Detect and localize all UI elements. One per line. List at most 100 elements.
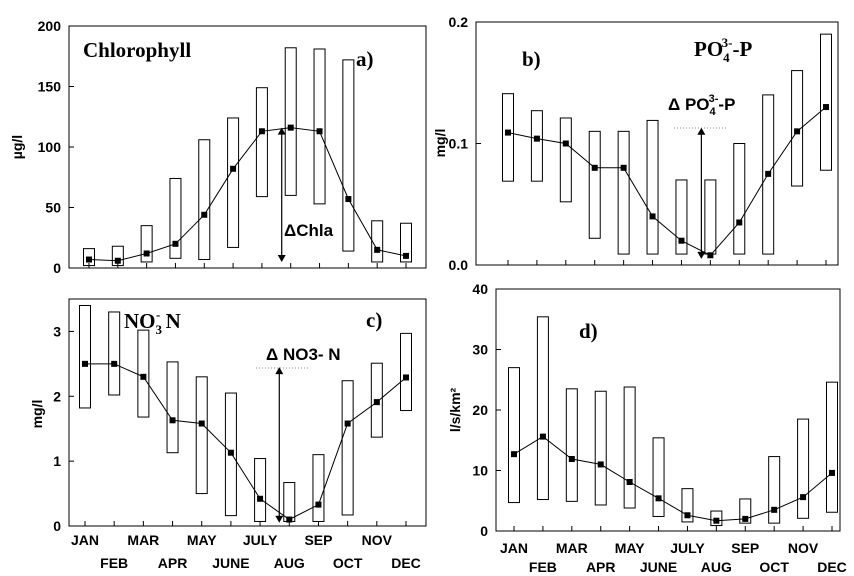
x-tick-label: OCT [334,0,364,3]
arrow-head-up [275,367,284,375]
panel-b-title-sup: 3- [722,35,733,50]
y-tick-label: 0 [53,260,61,276]
panel-c-title-sup: - [156,307,160,322]
x-tick-label: JUNE [212,555,249,571]
panel-b-delta-sub: 4 [710,106,717,118]
x-tick-label: JULY [243,532,278,548]
panel-b-delta-prefix: Δ PO [668,95,710,114]
mean-point [620,164,627,171]
panel-c-mean-points [82,360,409,523]
panel-b-y-ticks: 0.0 0.1 0.2 [449,14,481,273]
arrow-head-up [697,127,706,135]
y-tick-label: 200 [38,18,62,34]
range-bar [111,245,124,267]
x-tick-label: JUNE [214,0,251,3]
range-bar [681,488,694,523]
y-tick-label: 3 [53,323,61,339]
panel-d-y-ticks: 0 10 20 30 40 [472,281,501,539]
range-bar [313,48,326,205]
range-bar [623,386,636,509]
x-tick-label: MAY [189,0,219,3]
mean-point [143,250,150,257]
x-tick-label: FEB [104,0,132,3]
range-bar [704,179,717,255]
x-tick-label: JUNE [640,559,677,575]
mean-point [86,256,92,263]
range-bar [826,381,838,513]
arrow-head-down [277,254,286,262]
range-bar [371,220,384,263]
mean-point [678,237,685,244]
y-tick-label: 30 [472,342,488,358]
y-tick-label: 1 [53,453,61,469]
mean-point [227,449,234,456]
range-bar [762,94,775,255]
range-bar [588,130,601,239]
x-tick-label: DEC [391,0,421,3]
panel-c-panel-label: c) [366,308,382,332]
panel-b-x-ticks [507,260,827,265]
range-bar [820,33,832,171]
arrow-head-up [277,127,286,135]
mean-point [511,451,517,458]
y-tick-label: 20 [472,402,488,418]
panel-b-title: PO43--P [694,35,753,65]
mean-point [316,128,323,135]
range-bar [508,367,520,504]
x-tick-label: AUG [275,0,306,3]
mean-point [373,399,380,406]
mean-point [114,257,121,264]
x-tick-label: MAR [131,0,163,3]
range-bar [400,222,412,263]
mean-point [533,135,540,142]
panel-c-title-sub: 3 [156,322,163,337]
mean-point [568,456,575,463]
mean-point [649,213,656,220]
panel-a-y-axis-label: µg/l [9,135,25,159]
range-bar [617,130,630,255]
mean-point [287,124,294,131]
range-bar [341,380,354,516]
panel-d-axes-frame [495,288,841,532]
range-bar [652,437,665,517]
x-tick-label: OCT [333,555,363,571]
range-bar [502,93,514,182]
range-bar [536,316,549,501]
x-tick-label: APR [158,555,188,571]
panel-b-panel-label: b) [522,47,541,71]
mean-point [655,495,662,502]
range-bar [137,329,150,418]
panel-a-mean-points [86,124,409,264]
range-bar [530,110,543,182]
mean-point [626,478,633,485]
y-tick-label: 0.0 [449,257,469,273]
y-tick-label: 100 [38,139,62,155]
panel-a-delta-label: ΔChla [284,221,334,240]
y-tick-label: 40 [472,281,488,297]
mean-point [505,129,511,136]
panel-c-delta-label: Δ NO3- N [266,345,341,364]
x-tick-label: JULY [245,0,280,3]
range-bar [79,304,91,409]
mean-point [823,104,829,111]
y-tick-label: 2 [53,388,61,404]
x-tick-label: SEP [306,0,334,3]
panel-d-mean-points [511,433,835,524]
panel-b-delta-tail: -P [718,95,735,114]
range-bar [198,139,211,261]
panel-c-axes-frame [68,298,427,527]
panel-a-chlorophyll: 0 50 100 150 200 JANFEBMARAPRMAYJUNEJULYAUGS… [9,0,427,276]
range-bar [646,119,659,255]
mean-point [230,165,237,172]
range-bar [166,361,179,454]
panel-c-delta-arrow [275,367,284,523]
range-bar [739,498,752,524]
panel-d-y-axis-label: l/s/km² [447,387,463,432]
panel-b-phosphate: 0.00.10.2 mg/l b) PO43--P Δ PO43--P [432,14,839,273]
range-bar [169,177,182,259]
range-bar [227,117,240,248]
panel-b-mean-line [507,106,827,256]
